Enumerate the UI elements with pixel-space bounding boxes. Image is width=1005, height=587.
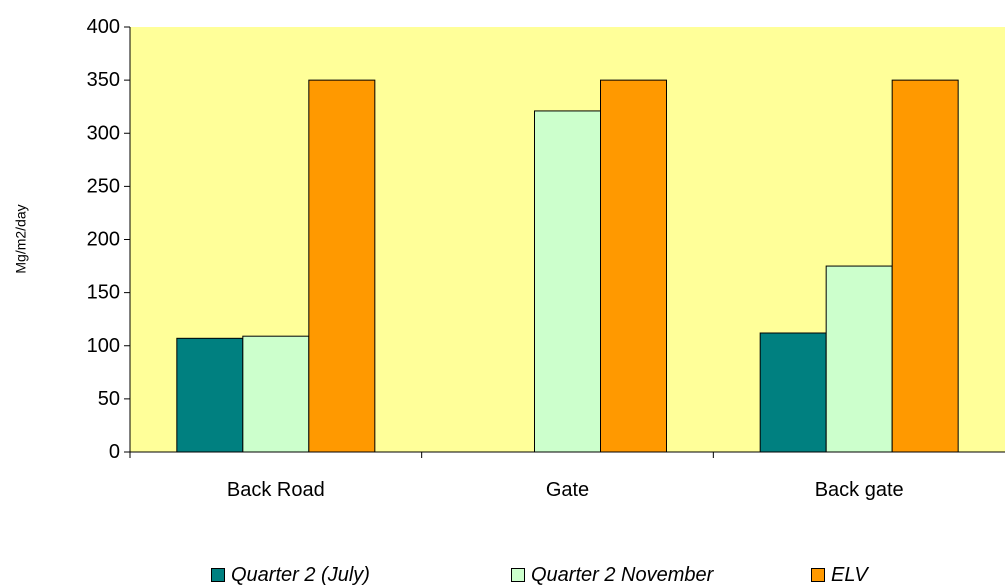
bar bbox=[759, 332, 827, 453]
bar bbox=[242, 335, 310, 453]
y-tick-label: 100 bbox=[87, 335, 120, 357]
y-tick-label: 250 bbox=[87, 175, 120, 197]
legend-label: Quarter 2 November bbox=[531, 564, 714, 586]
y-tick-label: 350 bbox=[87, 69, 120, 91]
bar bbox=[534, 110, 601, 453]
y-tick-label: 150 bbox=[87, 282, 120, 304]
x-tick-label: Gate bbox=[546, 479, 589, 501]
bar bbox=[600, 79, 667, 453]
bar bbox=[176, 337, 244, 453]
legend-label: Quarter 2 (July) bbox=[231, 564, 370, 586]
bars-group bbox=[176, 79, 959, 453]
bar bbox=[891, 79, 959, 453]
y-axis-label: Mg/m2/day bbox=[13, 204, 29, 273]
bar bbox=[308, 79, 376, 453]
legend-swatch bbox=[211, 568, 225, 582]
legend-label: ELV bbox=[831, 564, 868, 586]
bar bbox=[825, 265, 893, 453]
x-tick-label: Back Road bbox=[227, 479, 325, 501]
legend-item: Quarter 2 November bbox=[511, 563, 713, 587]
x-tick-label: Back gate bbox=[815, 479, 904, 501]
y-tick-label: 50 bbox=[98, 388, 120, 410]
y-tick-label: 0 bbox=[109, 441, 120, 463]
legend-item: ELV bbox=[811, 563, 868, 587]
legend: Quarter 2 (July) Quarter 2 November ELV bbox=[0, 563, 1005, 587]
legend-item: Quarter 2 (July) bbox=[211, 563, 370, 587]
y-tick-label: 300 bbox=[87, 122, 120, 144]
y-ticks-group: 0 50 100 150 200 250 300 350 400 bbox=[87, 16, 130, 463]
y-tick-label: 400 bbox=[87, 16, 120, 38]
y-tick-label: 200 bbox=[87, 229, 120, 251]
legend-swatch bbox=[811, 568, 825, 582]
x-ticks-group: Back Road Gate Back gate bbox=[129, 452, 904, 501]
legend-swatch bbox=[511, 568, 525, 582]
